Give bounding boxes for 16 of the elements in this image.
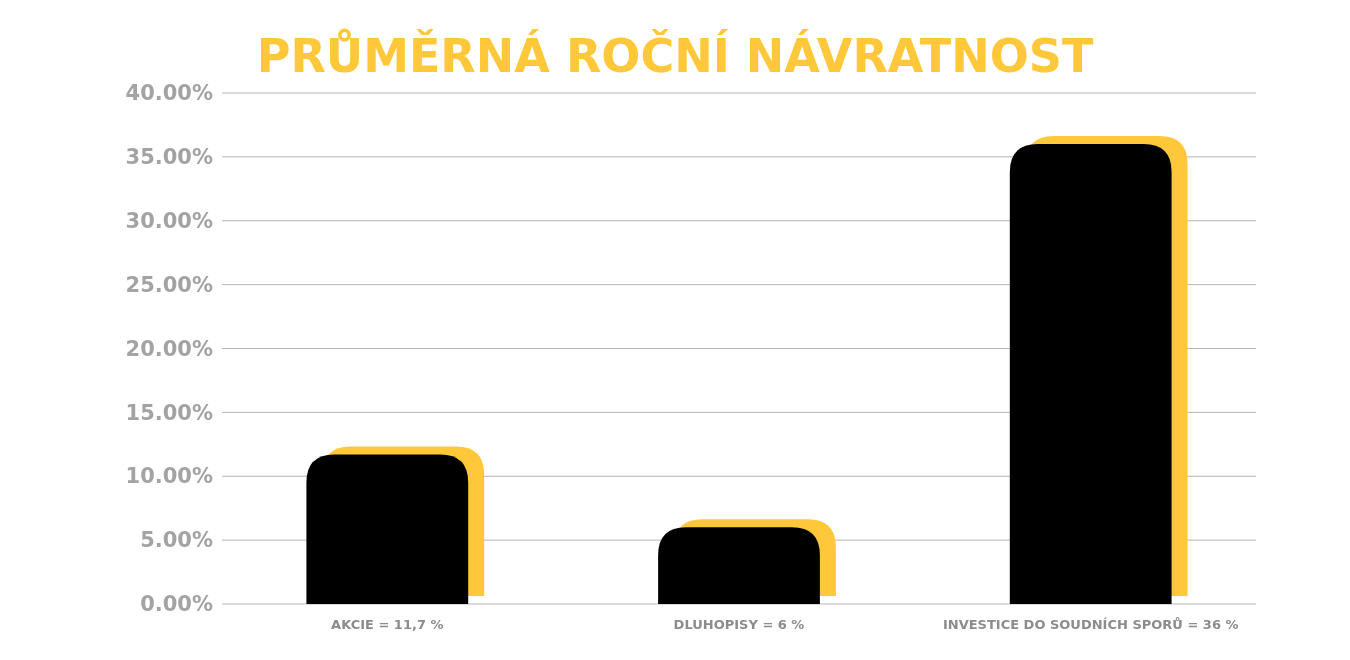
x-tick-label: DLUHOPISY = 6 % bbox=[673, 616, 805, 632]
bar bbox=[306, 454, 469, 604]
y-tick-label: 35.00% bbox=[125, 145, 213, 170]
bar bbox=[1009, 144, 1172, 604]
bar bbox=[658, 527, 820, 604]
y-tick-label: 5.00% bbox=[140, 528, 213, 553]
y-tick-label: 15.00% bbox=[125, 400, 213, 425]
chart-title: PRŮMĚRNÁ ROČNÍ NÁVRATNOST bbox=[256, 28, 1094, 83]
y-tick-label: 40.00% bbox=[125, 81, 213, 106]
y-tick-label: 20.00% bbox=[125, 336, 213, 361]
y-tick-label: 30.00% bbox=[125, 208, 213, 233]
y-tick-label: 25.00% bbox=[125, 272, 213, 297]
y-tick-label: 10.00% bbox=[125, 464, 213, 489]
x-tick-label: INVESTICE DO SOUDNÍCH SPORŮ = 36 % bbox=[942, 616, 1239, 632]
x-tick-label: AKCIE = 11,7 % bbox=[331, 616, 444, 632]
y-tick-label: 0.00% bbox=[140, 592, 213, 617]
